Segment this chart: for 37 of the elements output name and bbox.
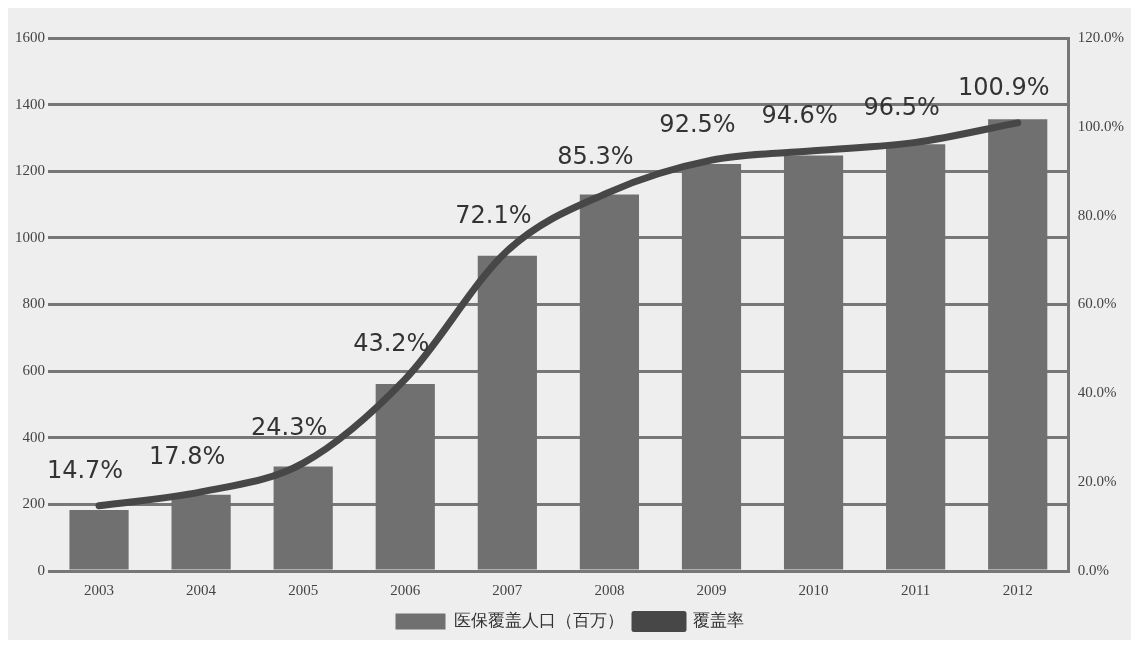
- x-tick-label: 2012: [1002, 581, 1033, 598]
- legend-label: 覆盖率: [692, 609, 744, 630]
- y-tick-label: 800: [22, 295, 45, 312]
- y-tick-label: 0: [37, 561, 45, 578]
- data-label: 92.5%: [659, 110, 736, 139]
- x-tick-label: 2006: [390, 581, 421, 598]
- y2-tick-label: 0.0%: [1077, 561, 1109, 578]
- y2-tick-label: 120.0%: [1077, 28, 1124, 45]
- x-tick-label: 2005: [288, 581, 319, 598]
- x-tick-label: 2008: [594, 581, 625, 598]
- data-label: 72.1%: [455, 200, 532, 229]
- legend-label: 医保覆盖人口（百万）: [454, 609, 624, 630]
- y2-tick-label: 20.0%: [1077, 473, 1117, 490]
- data-label: 24.3%: [251, 413, 328, 442]
- x-tick-label: 2003: [84, 581, 115, 598]
- x-tick-label: 2010: [798, 581, 829, 598]
- data-label: 43.2%: [353, 329, 430, 358]
- y-tick-label: 200: [22, 495, 45, 512]
- data-label: 17.8%: [148, 442, 226, 471]
- y2-tick-label: 40.0%: [1077, 384, 1117, 401]
- y2-tick-label: 60.0%: [1077, 295, 1117, 312]
- y-tick-label: 600: [22, 362, 45, 379]
- x-tick-label: 2009: [696, 581, 727, 598]
- y-tick-label: 1600: [15, 28, 45, 45]
- y2-tick-label: 80.0%: [1077, 206, 1117, 223]
- data-label: 100.9%: [957, 73, 1050, 102]
- y-tick-label: 1000: [15, 228, 45, 245]
- y-tick-label: 400: [22, 428, 45, 445]
- x-tick-label: 2007: [492, 581, 523, 598]
- y-tick-label: 1200: [15, 162, 45, 179]
- data-label: 94.6%: [761, 101, 838, 130]
- x-tick-label: 2011: [900, 581, 931, 598]
- y-tick-label: 1400: [15, 95, 45, 112]
- x-tick-label: 2004: [186, 581, 217, 598]
- data-label: 85.3%: [557, 142, 634, 171]
- y2-tick-label: 100.0%: [1077, 117, 1124, 134]
- data-label: 14.7%: [46, 455, 124, 484]
